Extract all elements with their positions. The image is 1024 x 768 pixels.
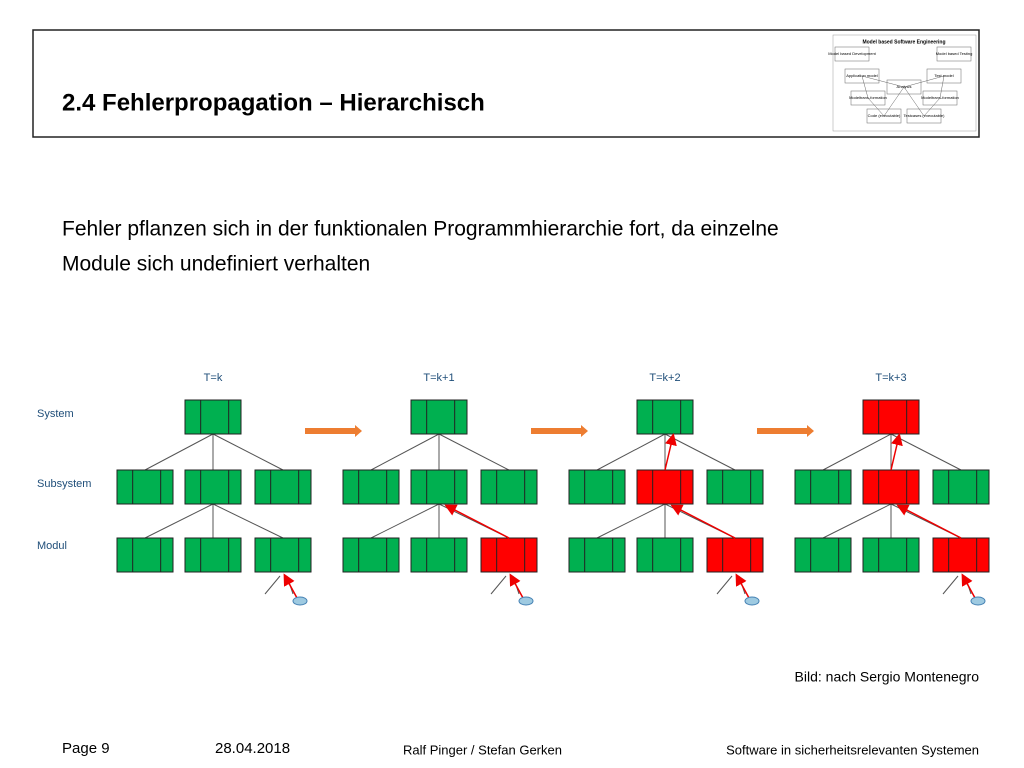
error-arrow	[890, 433, 903, 471]
module-box	[794, 537, 852, 573]
footer-authors: Ralf Pinger / Stefan Gerken	[403, 742, 562, 757]
tree-edge	[264, 575, 281, 595]
module-box	[184, 537, 242, 573]
logo-edge	[903, 75, 945, 88]
module-box	[636, 399, 694, 435]
error-arrow	[283, 573, 298, 599]
slide-title: 2.4 Fehlerpropagation – Hierarchisch	[62, 89, 485, 116]
tree-edge	[144, 433, 214, 471]
logo-node-label: Application model	[846, 73, 878, 78]
time-label: T=k+3	[875, 372, 906, 384]
logo-edge	[861, 75, 905, 88]
logo-node-label: Test model	[934, 73, 953, 78]
tree-edge	[370, 433, 440, 471]
module-box	[116, 469, 174, 505]
module-box	[862, 399, 920, 435]
level-label: Subsystem	[37, 478, 91, 490]
tree-edge	[716, 575, 733, 595]
logo-title: Model based Software Engineering	[862, 39, 945, 45]
caption: Bild: nach Sergio Montenegro	[795, 669, 980, 685]
tree-edge	[144, 503, 214, 539]
module-box	[794, 469, 852, 505]
footer-page: Page 9	[62, 740, 110, 757]
footer-date: 28.04.2018	[215, 740, 290, 757]
module-box	[342, 537, 400, 573]
fault-icon	[970, 596, 986, 606]
error-arrow	[509, 573, 524, 599]
module-box	[342, 469, 400, 505]
logo-edge	[861, 75, 869, 99]
tree-edge	[212, 433, 284, 471]
module-box	[568, 537, 626, 573]
module-box	[410, 537, 468, 573]
module-box	[706, 537, 764, 573]
module-box	[184, 469, 242, 505]
error-arrow	[444, 504, 510, 539]
transition-arrow	[757, 425, 814, 437]
module-box	[862, 469, 920, 505]
fault-icon	[744, 596, 760, 606]
tree-edge	[664, 433, 736, 471]
error-arrow	[670, 504, 736, 539]
module-box	[706, 469, 764, 505]
logo-node	[834, 46, 870, 62]
module-box	[480, 537, 538, 573]
tree-edge	[438, 433, 510, 471]
tree-edge	[212, 503, 284, 539]
logo-node	[936, 46, 972, 62]
fault-icon	[518, 596, 534, 606]
diagram: System Subsystem Modul T=k T=k+1 T=k+2 T=k+3	[37, 372, 990, 606]
tree-edge	[490, 575, 507, 595]
module-box	[254, 469, 312, 505]
error-arrow	[664, 433, 677, 471]
error-arrow	[896, 504, 962, 539]
module-box	[184, 399, 242, 435]
tree-edge	[890, 433, 962, 471]
logo: Model based Software Engineering Model ba…	[828, 34, 977, 132]
module-box	[116, 537, 174, 573]
logo-edge	[867, 97, 885, 117]
module-box	[862, 537, 920, 573]
module-box	[932, 537, 990, 573]
logo-edge	[883, 86, 905, 117]
time-label: T=k+1	[423, 372, 454, 384]
transition-arrow	[531, 425, 588, 437]
level-label: System	[37, 408, 74, 420]
tree-edge	[822, 433, 892, 471]
fault-icon	[292, 596, 308, 606]
module-box	[932, 469, 990, 505]
time-label: T=k+2	[649, 372, 680, 384]
tree-edge	[822, 503, 892, 539]
module-box	[480, 469, 538, 505]
module-box	[254, 537, 312, 573]
footer-course: Software in sicherheitsrelevanten System…	[726, 742, 979, 757]
logo-node-label: Analysis	[897, 84, 912, 89]
logo-edge	[903, 86, 925, 117]
transition-arrow	[305, 425, 362, 437]
logo-edge	[939, 75, 945, 99]
logo-edge	[923, 97, 941, 117]
header-frame	[32, 29, 980, 138]
tree-edge	[596, 503, 666, 539]
module-box	[568, 469, 626, 505]
module-box	[410, 469, 468, 505]
time-label: T=k	[204, 372, 223, 384]
error-arrow	[961, 573, 976, 599]
tree-edge	[942, 575, 959, 595]
body-line: Module sich undefiniert verhalten	[62, 253, 370, 276]
logo-node-label: Model based Testing	[936, 51, 973, 56]
module-box	[410, 399, 468, 435]
tree-edge	[370, 503, 440, 539]
error-arrow	[735, 573, 750, 599]
module-box	[636, 469, 694, 505]
module-box	[636, 537, 694, 573]
tree-edge	[596, 433, 666, 471]
logo-node-label: Model based Development	[828, 51, 876, 56]
body-line: Fehler pflanzen sich in der funktionalen…	[62, 218, 779, 241]
level-label: Modul	[37, 540, 67, 552]
